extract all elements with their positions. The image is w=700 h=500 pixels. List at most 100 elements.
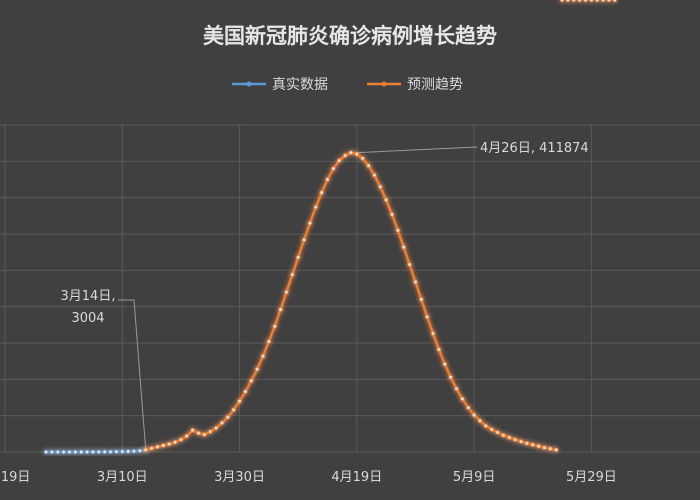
data-point (612, 0, 618, 3)
data-point (454, 386, 459, 391)
data-point (208, 429, 213, 434)
data-point (108, 449, 113, 454)
data-point (589, 0, 594, 3)
data-point (401, 244, 406, 250)
data-point (559, 0, 565, 3)
data-point (313, 204, 318, 210)
data-point (49, 449, 55, 455)
data-point (542, 445, 547, 450)
data-point (178, 437, 184, 442)
data-point (190, 428, 195, 433)
legend-label-forecast: 预测趋势 (407, 77, 463, 93)
data-point (383, 197, 389, 203)
data-point (272, 324, 277, 329)
data-point (73, 449, 78, 455)
data-point (600, 0, 606, 3)
data-point (430, 331, 436, 336)
data-point (131, 449, 137, 454)
data-point (348, 150, 354, 155)
data-point (442, 361, 447, 367)
data-point (342, 153, 348, 158)
data-point (137, 448, 143, 453)
data-point (278, 307, 283, 312)
data-point (161, 443, 166, 448)
data-point (606, 0, 612, 3)
annotation-leader-line (118, 299, 147, 450)
series-line (46, 448, 146, 454)
data-point (471, 412, 477, 418)
x-tick-label: 5月29日 (566, 470, 617, 485)
data-point (213, 425, 219, 431)
data-point (413, 279, 418, 285)
x-axis-tick-labels: 2月19日 3月10日 3月30日 4月19日 5月9日 5月29日 (0, 470, 617, 485)
data-point (90, 449, 96, 455)
data-point (571, 0, 576, 3)
annotation-label: 3月14日, (61, 289, 116, 304)
data-point (166, 441, 172, 447)
series-real (43, 447, 148, 455)
data-point (266, 339, 272, 344)
data-point (225, 414, 231, 420)
data-point (184, 433, 189, 439)
data-point (301, 237, 307, 243)
series-forecast (143, 0, 618, 453)
data-point (577, 0, 582, 3)
legend-item-real: 真实数据 (232, 77, 328, 93)
data-point (96, 449, 102, 455)
data-point (249, 378, 254, 383)
data-point (325, 177, 330, 182)
data-point (436, 347, 442, 352)
data-point (319, 190, 324, 195)
data-point (366, 163, 371, 168)
data-point (55, 449, 60, 455)
data-point (219, 420, 225, 426)
data-point (595, 0, 600, 3)
data-point (243, 389, 248, 394)
data-point (290, 272, 295, 277)
data-point (196, 430, 201, 436)
legend-marker-real (246, 81, 252, 87)
data-point (530, 442, 535, 447)
legend-marker-forecast (381, 81, 387, 87)
x-tick-label: 4月19日 (331, 470, 382, 485)
data-point (284, 289, 289, 295)
data-point (155, 444, 160, 450)
annotations: 3月14日, 3004 4月26日, 411874 (61, 141, 589, 450)
data-point (360, 156, 365, 161)
legend: 真实数据 预测趋势 (232, 77, 463, 93)
legend-label-real: 真实数据 (272, 77, 328, 93)
annotation-leader-line (354, 146, 478, 154)
data-point (337, 158, 342, 163)
data-point (424, 314, 430, 320)
x-tick-label: 2月19日 (0, 470, 30, 485)
annotation-label: 3004 (71, 311, 104, 326)
data-point (120, 449, 125, 454)
data-point (354, 151, 360, 157)
chart-title: 美国新冠肺炎确诊病例增长趋势 (203, 24, 497, 48)
x-tick-label: 3月10日 (97, 470, 148, 485)
data-point (79, 449, 84, 455)
data-point (483, 423, 489, 429)
data-point (419, 297, 424, 302)
data-point (307, 220, 313, 226)
data-point (536, 443, 541, 449)
data-point (524, 441, 530, 446)
series-layer (43, 0, 618, 455)
data-point (114, 449, 119, 454)
data-point (548, 446, 553, 451)
data-point (237, 398, 242, 404)
data-point (254, 366, 260, 372)
data-point (501, 433, 506, 438)
data-point (518, 439, 524, 444)
data-point (553, 447, 559, 453)
data-point (507, 435, 512, 440)
data-point (378, 184, 383, 189)
data-point (460, 396, 465, 402)
data-point (466, 405, 471, 410)
data-point (489, 427, 494, 432)
data-point (172, 439, 178, 445)
data-point (202, 432, 207, 437)
data-point (149, 446, 154, 451)
data-point (512, 437, 518, 442)
